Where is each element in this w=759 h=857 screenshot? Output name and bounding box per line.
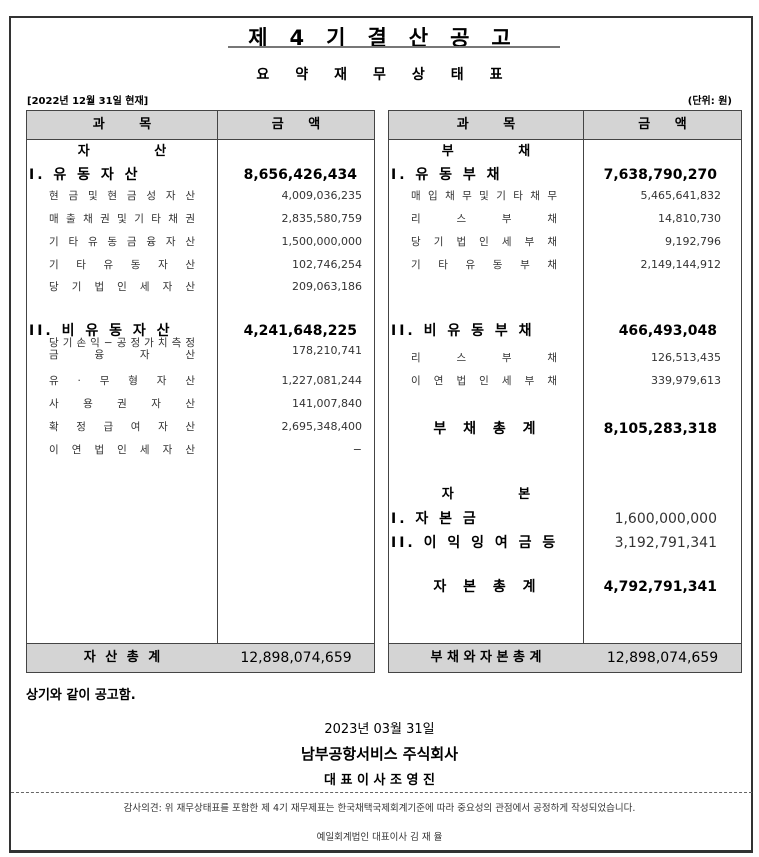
liabilities-total-amount: 8,105,283,318 [603, 421, 717, 437]
notice-statement: 상기와 같이 공고함. [26, 688, 136, 703]
header-amount: 금 액 [271, 117, 321, 132]
current-assets-label: I. 유 동 자 산 [29, 167, 141, 183]
asset-item-label: 현 금 및 현 금 성 자 산 [49, 190, 195, 202]
asset-item-label: 사 용 권 자 산 [49, 398, 195, 410]
asset-item-amount: − [352, 443, 362, 456]
asset-item-label: 유 · 무 형 자 산 [49, 375, 195, 387]
asset-item-amount: 178,210,741 [292, 344, 362, 357]
notice-date: 2023년 03월 31일 [324, 722, 435, 737]
liabilities-equity-table: 과 목 금 액 부 채 I. 유 동 부 채 7,638,790,270 매 입… [388, 110, 742, 673]
divider [11, 792, 752, 793]
title-underline [228, 46, 560, 48]
asset-item-amount: 209,063,186 [292, 280, 362, 293]
equity-section-title: 자 본 [441, 487, 561, 502]
assets-total-row: 자 산 총 계 12,898,074,659 [27, 643, 374, 672]
liability-item-amount: 14,810,730 [658, 212, 721, 225]
page-subtitle: 요약재무상태표 [256, 67, 529, 83]
asset-item-label: 확 정 급 여 자 산 [49, 421, 195, 433]
equity-total-amount: 4,792,791,341 [603, 579, 717, 595]
noncurrent-assets-label: II. 비 유 동 자 산 [29, 323, 173, 339]
asset-item-label: 당 기 손 익 − 공 정 가 치 측 정 [49, 337, 195, 349]
asset-item-amount: 4,009,036,235 [281, 189, 362, 202]
current-assets-amount: 8,656,426,434 [243, 167, 357, 183]
asset-item-amount: 1,227,081,244 [281, 374, 362, 387]
noncurrent-liabilities-amount: 466,493,048 [618, 323, 717, 339]
ceo-name: 대 표 이 사 조 영 진 [324, 773, 435, 788]
liability-item-label: 리 스 부 채 [411, 352, 557, 364]
company-name: 남부공항서비스 주식회사 [300, 745, 459, 763]
audit-opinion: 감사의견: 위 재무상태표를 포함한 제 4기 재무제표는 한국채택국제회계기준… [123, 803, 636, 814]
asset-item-label: 당 기 법 인 세 자 산 [49, 281, 195, 293]
noncurrent-assets-amount: 4,241,648,225 [243, 323, 357, 339]
asset-item-amount: 2,835,580,759 [281, 212, 362, 225]
liab-equity-total-row: 부 채 와 자 본 총 계 12,898,074,659 [389, 643, 741, 672]
liability-item-amount: 5,465,641,832 [640, 189, 721, 202]
header-amount: 금 액 [638, 117, 687, 132]
asset-item-label: 기 타 유 동 금 융 자 산 [49, 236, 195, 248]
liability-item-amount: 9,192,796 [665, 235, 721, 248]
asset-item-label: 기 타 유 동 자 산 [49, 259, 195, 271]
liability-item-amount: 339,979,613 [651, 374, 721, 387]
current-liabilities-label: I. 유 동 부 채 [391, 167, 503, 183]
unit-label: (단위: 원) [687, 96, 732, 107]
liabilities-total-label: 부 채 총 계 [433, 421, 539, 437]
assets-table: 과 목 금 액 자 산 I. 유 동 자 산 8,656,426,434 현 금… [26, 110, 375, 673]
asset-item-amount: 102,746,254 [292, 258, 362, 271]
liability-item-label: 이 연 법 인 세 부 채 [411, 375, 557, 387]
liability-item-label: 당 기 법 인 세 부 채 [411, 236, 557, 248]
notice-frame [9, 16, 753, 853]
equity-total-label: 자 본 총 계 [433, 579, 539, 595]
liability-item-label: 리 스 부 채 [411, 213, 557, 225]
as-of-date: [2022년 12월 31일 현재] [27, 96, 149, 107]
retained-earnings-amount: 3,192,791,341 [614, 535, 717, 551]
table-header: 과 목 금 액 [389, 111, 741, 140]
asset-item-amount: 141,007,840 [292, 397, 362, 410]
header-item: 과 목 [456, 117, 516, 132]
liability-item-label: 매 입 채 무 및 기 타 채 무 [411, 190, 557, 202]
assets-total-amount: 12,898,074,659 [240, 650, 352, 666]
liabilities-section-title: 부 채 [441, 144, 561, 159]
retained-earnings-label: II. 이 익 잉 여 금 등 [391, 535, 559, 551]
capital-stock-amount: 1,600,000,000 [614, 511, 717, 527]
liab-equity-total-amount: 12,898,074,659 [606, 650, 719, 666]
liability-item-label: 기 타 유 동 부 채 [411, 259, 557, 271]
asset-item-label: 이 연 법 인 세 자 산 [49, 444, 195, 456]
liab-equity-total-label: 부 채 와 자 본 총 계 [430, 650, 542, 665]
asset-item-label: 매 출 채 권 및 기 타 채 권 [49, 213, 195, 225]
liability-item-amount: 126,513,435 [651, 351, 721, 364]
asset-item-amount: 1,500,000,000 [281, 235, 362, 248]
asset-item-label-line2: 금 융 자 산 [49, 349, 195, 361]
noncurrent-liabilities-label: II. 비 유 동 부 채 [391, 323, 535, 339]
assets-section-title: 자 산 [77, 144, 197, 159]
liability-item-amount: 2,149,144,912 [640, 258, 721, 271]
auditor-name: 예일회계법인 대표이사 김 재 율 [316, 832, 443, 843]
table-header: 과 목 금 액 [27, 111, 374, 140]
current-liabilities-amount: 7,638,790,270 [603, 167, 717, 183]
assets-total-label: 자 산 총 계 [83, 650, 161, 665]
asset-item-amount: 2,695,348,400 [281, 420, 362, 433]
header-item: 과 목 [92, 117, 152, 132]
capital-stock-label: I. 자 본 금 [391, 511, 479, 527]
